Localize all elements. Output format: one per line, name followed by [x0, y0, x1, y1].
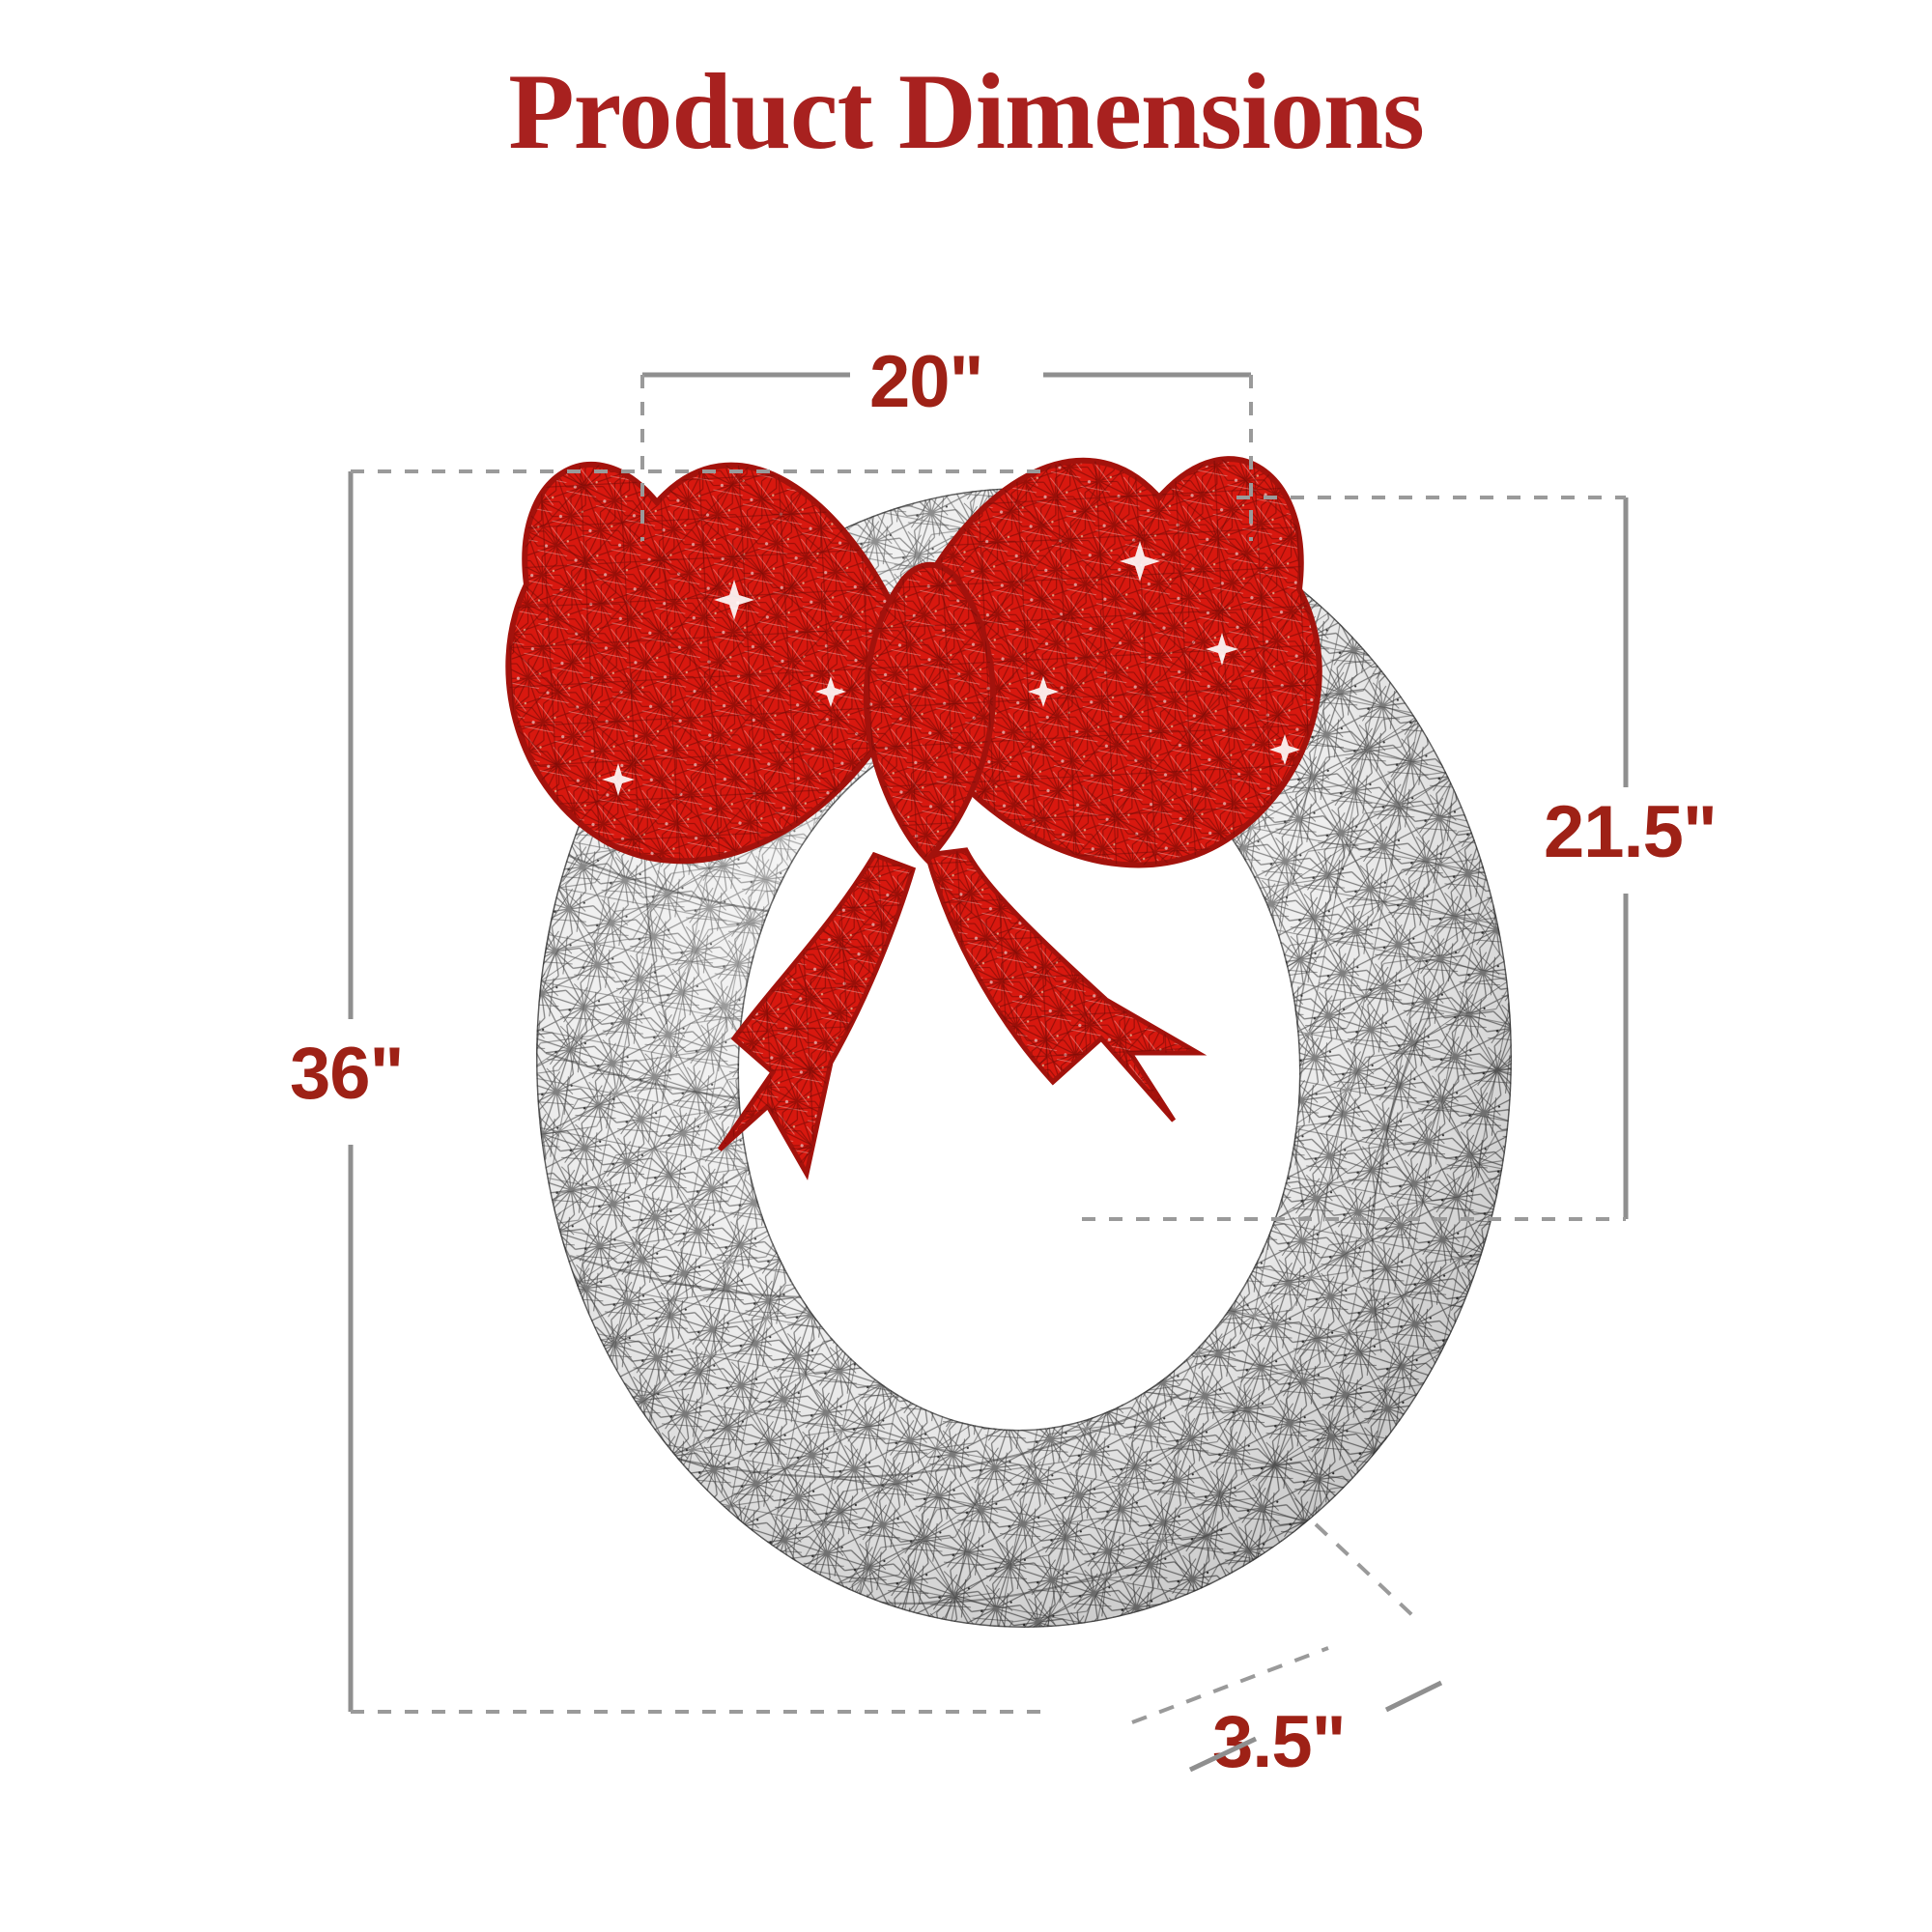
dimension-label-depth: 3.5": [1212, 1701, 1347, 1783]
page-title: Product Dimensions: [508, 52, 1425, 172]
dimension-label-wreath-diameter: 21.5": [1544, 791, 1718, 873]
dimension-line-3-5in: [1131, 1522, 1443, 1773]
dimension-line-21-5in: [1082, 496, 1629, 1221]
dimension-line-36in: [348, 469, 1053, 1714]
dimension-line-20in: [640, 372, 1253, 541]
dimension-label-width: 20": [869, 341, 984, 423]
bow-sparkles: [602, 541, 1300, 978]
bow-decoration: [505, 456, 1322, 1180]
dimension-label-height: 36": [290, 1033, 405, 1115]
